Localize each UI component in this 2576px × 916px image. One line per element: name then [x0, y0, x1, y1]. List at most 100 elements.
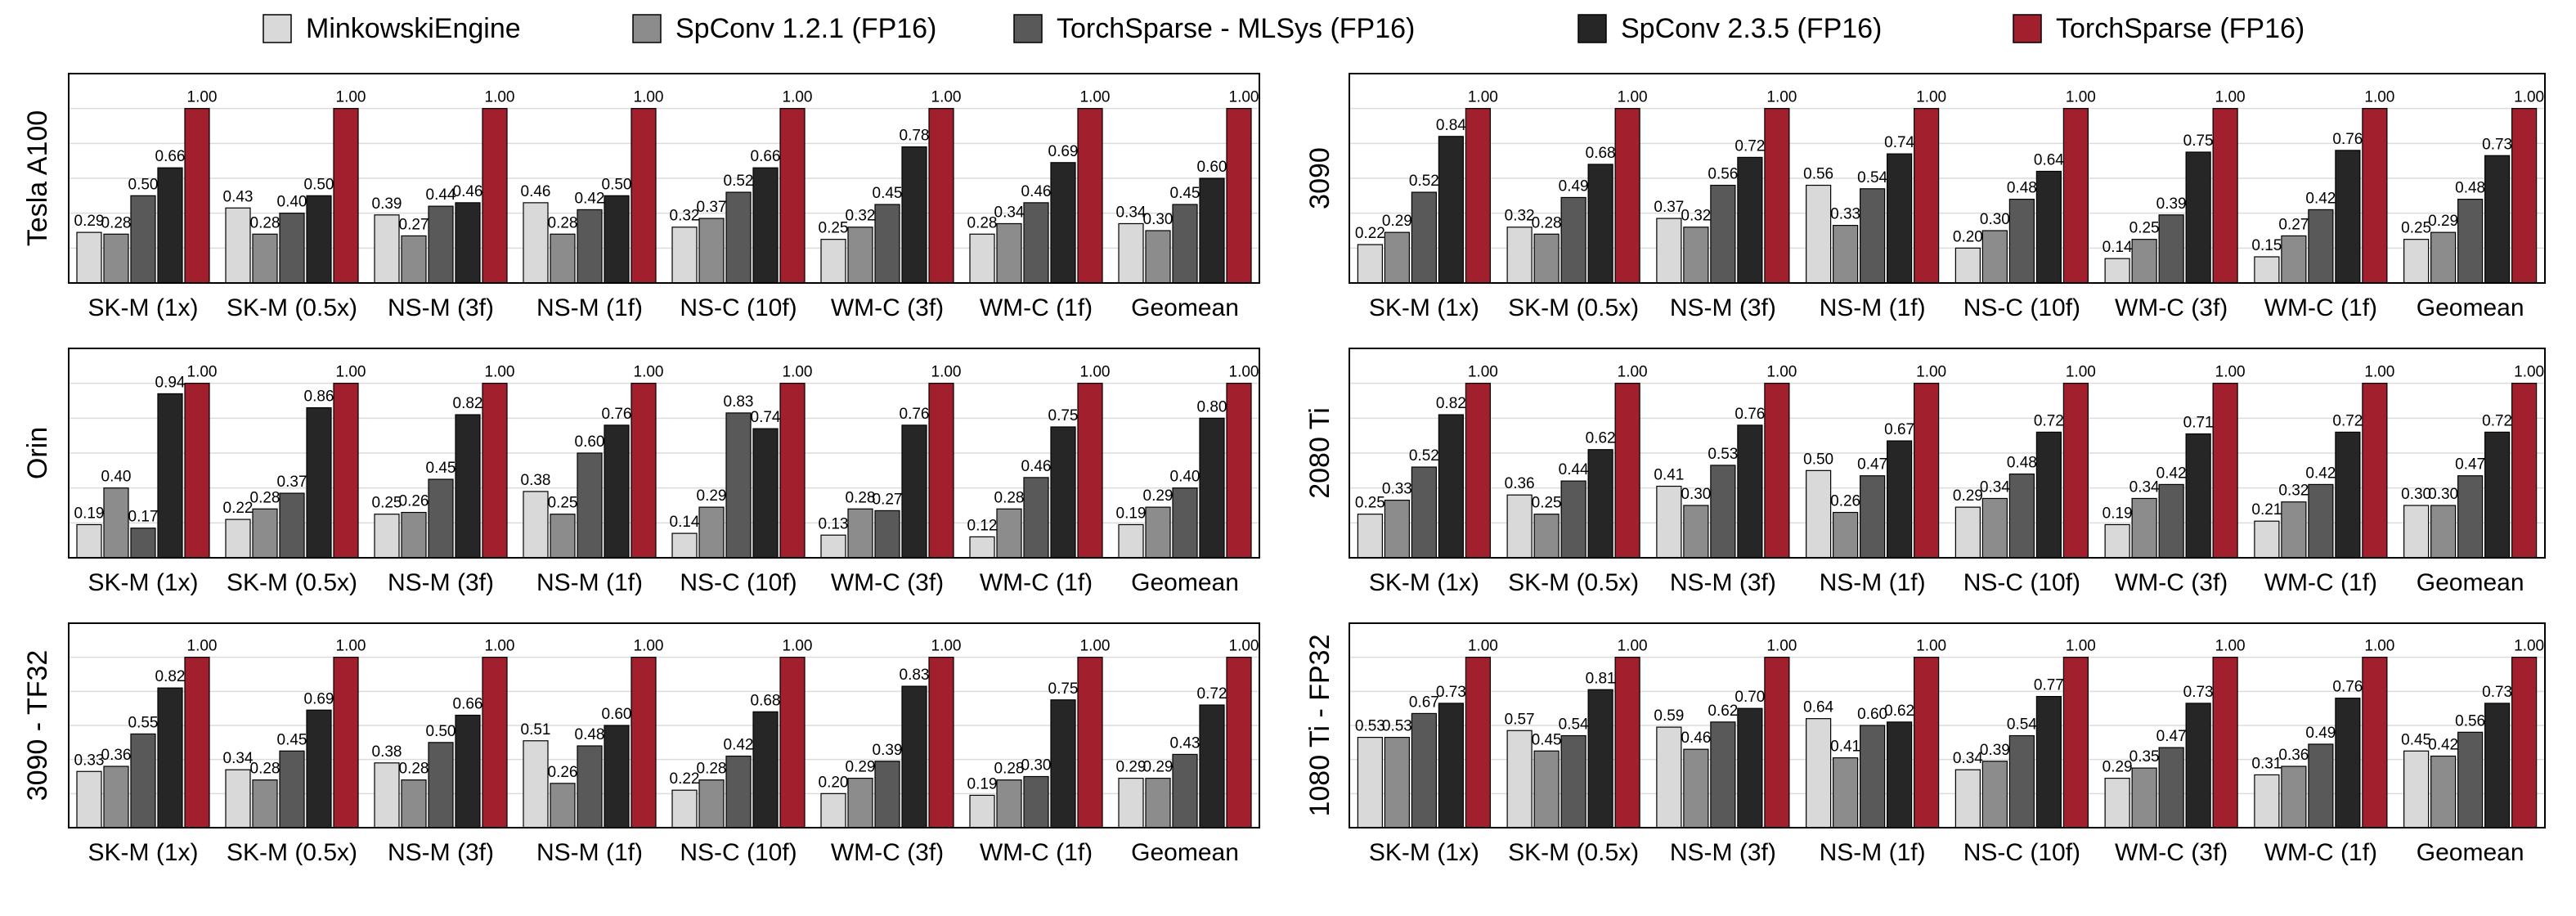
bar: [1656, 726, 1682, 828]
value-label: 1.00: [783, 89, 813, 106]
bar: [2104, 258, 2130, 284]
legend-swatch: [2013, 14, 2042, 43]
bar: [2457, 731, 2484, 828]
bar: [2403, 750, 2430, 828]
x-tick-label: SK-M (0.5x): [227, 569, 357, 596]
bar: [2308, 743, 2334, 828]
bar: [1077, 657, 1103, 828]
bar: [1050, 699, 1076, 828]
x-tick-label: NS-M (1f): [1820, 569, 1926, 596]
bar: [184, 383, 210, 559]
value-label: 0.21: [2251, 501, 2282, 519]
value-label: 1.00: [1618, 364, 1648, 381]
bar: [671, 532, 698, 559]
value-label: 0.19: [967, 775, 998, 793]
bar: [1764, 383, 1790, 559]
x-tick-label: WM-C (1f): [2264, 294, 2377, 321]
value-label: 0.29: [846, 759, 876, 776]
value-label: 0.25: [1532, 495, 1562, 512]
value-label: 0.25: [819, 220, 849, 237]
value-label: 0.26: [548, 764, 578, 781]
value-label: 0.28: [994, 489, 1025, 506]
value-label: 0.48: [575, 726, 605, 743]
value-label: 0.35: [2129, 748, 2160, 766]
bar: [698, 779, 725, 828]
value-label: 0.28: [967, 214, 998, 231]
value-label: 0.73: [2183, 684, 2214, 701]
bar: [1199, 177, 1225, 284]
value-label: 0.28: [101, 214, 132, 231]
x-tick-label: NS-C (10f): [1963, 294, 2080, 321]
bar: [225, 519, 251, 559]
bar: [2511, 108, 2538, 284]
value-label: 1.00: [2066, 638, 2096, 655]
bar: [1357, 736, 1383, 828]
bar: [631, 383, 657, 559]
bar: [130, 528, 156, 559]
value-label: 0.29: [2103, 759, 2133, 776]
bar: [577, 745, 603, 828]
x-tick-label: NS-M (3f): [1670, 294, 1776, 321]
x-tick-label: NS-M (3f): [1670, 569, 1776, 596]
value-label: 0.76: [2332, 131, 2363, 148]
value-label: 1.00: [1080, 364, 1111, 381]
x-tick-label: NS-M (3f): [388, 839, 494, 866]
value-label: 0.52: [1409, 173, 1439, 190]
bar: [779, 383, 806, 559]
y-axis-label: 3090: [1304, 147, 1335, 209]
bar: [928, 383, 954, 559]
value-label: 0.66: [751, 148, 781, 165]
bar: [252, 233, 278, 284]
bar: [1656, 485, 1682, 559]
value-label: 0.54: [1857, 169, 1887, 186]
bar: [333, 657, 359, 828]
value-label: 0.38: [521, 472, 551, 489]
value-label: 0.39: [2156, 195, 2187, 213]
value-label: 0.29: [1116, 759, 1147, 776]
value-label: 0.19: [74, 505, 105, 522]
bar: [2430, 755, 2457, 828]
x-tick-label: SK-M (0.5x): [1508, 569, 1639, 596]
value-label: 1.00: [931, 638, 962, 655]
bar: [577, 452, 603, 559]
bar: [1683, 505, 1709, 559]
bar: [1226, 108, 1252, 284]
bar: [2430, 505, 2457, 559]
bar: [969, 233, 995, 284]
value-label: 1.00: [2215, 89, 2246, 106]
bar: [698, 506, 725, 559]
bar: [1914, 383, 1940, 559]
value-label: 1.00: [2066, 364, 2096, 381]
value-label: 0.22: [670, 770, 700, 788]
bar: [374, 514, 400, 559]
bar: [1533, 233, 1560, 284]
value-label: 0.29: [2428, 213, 2458, 230]
value-label: 1.00: [2066, 89, 2096, 106]
value-label: 0.47: [2156, 728, 2187, 745]
legend-swatch: [1577, 14, 1607, 43]
bar: [333, 383, 359, 559]
value-label: 1.00: [1618, 89, 1648, 106]
bar: [523, 740, 549, 828]
bar: [2281, 235, 2307, 284]
value-label: 0.39: [372, 195, 402, 213]
value-label: 0.46: [1681, 730, 1711, 747]
bar: [2104, 777, 2130, 828]
bar: [1683, 748, 1709, 828]
value-label: 1.00: [485, 89, 515, 106]
bar: [1560, 734, 1586, 828]
bar: [1764, 657, 1790, 828]
bar: [874, 761, 900, 828]
value-label: 0.28: [250, 214, 280, 231]
bar: [1199, 417, 1225, 559]
value-label: 0.42: [575, 190, 605, 207]
value-label: 1.00: [1468, 89, 1498, 106]
bar: [847, 227, 873, 284]
bar: [2104, 523, 2130, 559]
value-label: 0.41: [1830, 739, 1860, 756]
value-label: 0.84: [1436, 117, 1466, 134]
bar: [1560, 196, 1586, 284]
x-tick-label: NS-M (3f): [1670, 839, 1776, 866]
bar: [847, 508, 873, 559]
value-label: 0.29: [1143, 759, 1174, 776]
